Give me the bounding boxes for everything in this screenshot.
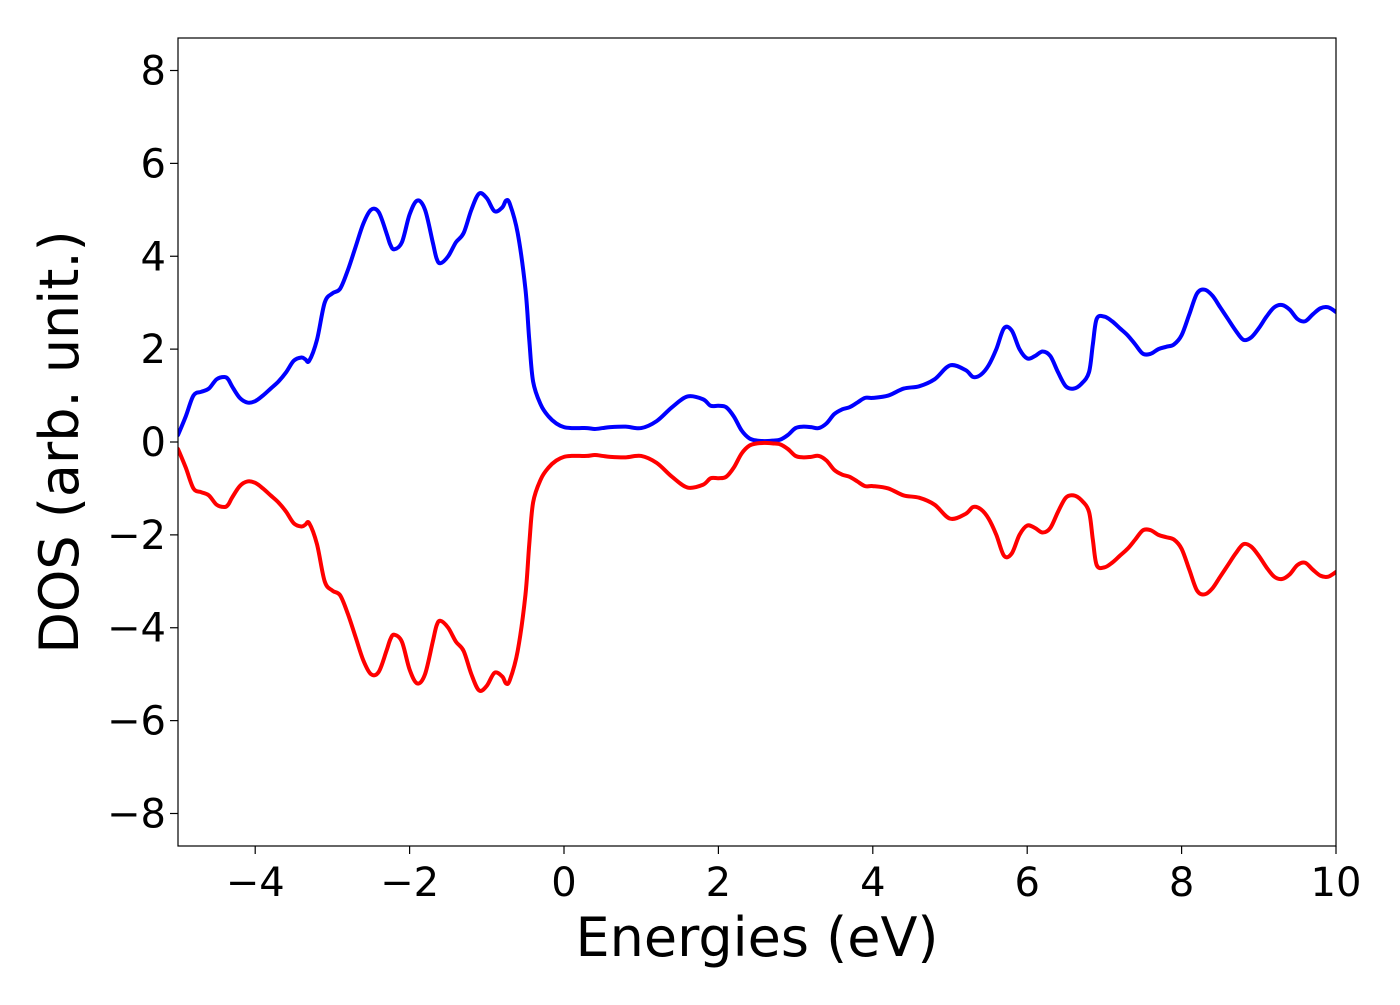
y-tick-label: −6 bbox=[107, 699, 166, 745]
x-tick-label: 4 bbox=[860, 860, 885, 906]
y-tick-label: −8 bbox=[107, 791, 166, 837]
y-tick-label: 6 bbox=[141, 141, 166, 187]
x-axis-label: Energies (eV) bbox=[576, 906, 939, 969]
y-tick-label: 2 bbox=[141, 327, 166, 373]
x-tick-label: 10 bbox=[1311, 860, 1362, 906]
x-tick-label: 2 bbox=[706, 860, 731, 906]
y-tick-label: 0 bbox=[141, 420, 166, 466]
x-tick-label: 8 bbox=[1169, 860, 1194, 906]
x-axis: −4 −2 0 2 4 6 8 10 bbox=[226, 846, 1362, 906]
x-tick-label: −2 bbox=[380, 860, 439, 906]
dos-series-red-line bbox=[178, 440, 1336, 693]
series-layer bbox=[178, 191, 1336, 693]
x-tick-label: 0 bbox=[551, 860, 576, 906]
dos-series-blue-line bbox=[178, 191, 1336, 444]
y-tick-label: −4 bbox=[107, 606, 166, 652]
y-axis-label: DOS (arb. unit.) bbox=[28, 230, 91, 653]
y-tick-label: 4 bbox=[141, 234, 166, 280]
y-axis: −8 −6 −4 −2 0 2 4 6 8 bbox=[107, 49, 178, 837]
y-tick-label: 8 bbox=[141, 49, 166, 95]
y-tick-label: −2 bbox=[107, 513, 166, 559]
x-tick-label: 6 bbox=[1014, 860, 1039, 906]
x-tick-label: −4 bbox=[226, 860, 285, 906]
